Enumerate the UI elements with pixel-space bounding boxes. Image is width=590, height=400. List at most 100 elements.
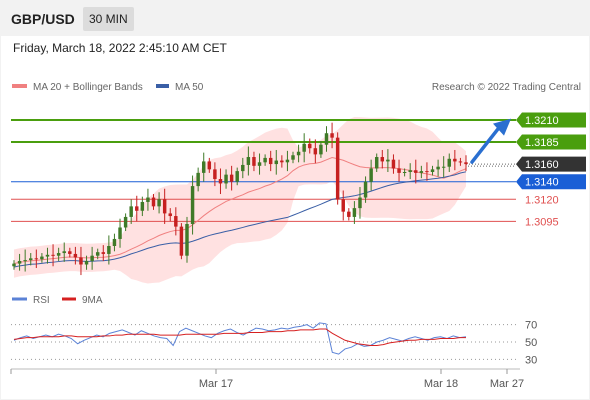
candle — [280, 155, 284, 168]
candle — [374, 153, 379, 172]
candle — [112, 233, 117, 252]
bollinger-band-area — [14, 117, 466, 284]
candle-body — [112, 238, 117, 246]
candle-body — [369, 168, 373, 182]
candle — [56, 247, 61, 261]
candle — [419, 165, 424, 179]
candle — [29, 253, 33, 266]
candle-body — [84, 260, 89, 265]
candle-body — [402, 172, 407, 173]
candle-body — [62, 251, 66, 254]
candle — [263, 154, 267, 166]
chart-panel — [1, 36, 589, 399]
candle — [252, 151, 256, 172]
candle-body — [447, 158, 451, 167]
candle — [313, 139, 318, 164]
x-tick-label: Mar 18 — [424, 378, 458, 390]
candle-body — [308, 143, 312, 149]
candle-body — [157, 199, 161, 207]
candle — [358, 186, 362, 219]
candle — [430, 165, 435, 176]
candle — [146, 188, 150, 211]
candlestick-series — [12, 122, 468, 276]
candle-body — [179, 226, 184, 256]
candle-body — [302, 143, 306, 152]
candle-body — [40, 256, 44, 260]
candle — [190, 175, 195, 235]
candle-body — [201, 161, 206, 173]
ma50-legend-label: MA 50 — [175, 82, 204, 93]
candle-body — [90, 255, 94, 261]
rsi-ma-legend-label: 9MA — [82, 295, 103, 306]
ma20-line — [13, 157, 467, 265]
candle-body — [79, 257, 83, 265]
candle — [268, 150, 273, 172]
candle-body — [341, 199, 345, 212]
candle-body — [374, 157, 379, 169]
candle — [73, 246, 78, 265]
candle-body — [17, 260, 22, 264]
candle — [352, 201, 357, 224]
candle-body — [358, 197, 362, 209]
candle — [319, 141, 323, 158]
candle — [213, 162, 217, 187]
candle-body — [280, 160, 284, 163]
candle — [95, 248, 100, 260]
candle — [135, 195, 139, 222]
candle-body — [34, 258, 39, 260]
candle — [224, 169, 228, 189]
candle — [453, 149, 457, 171]
candle-body — [425, 171, 429, 173]
candle — [140, 196, 145, 217]
candle — [246, 146, 251, 176]
candle — [458, 157, 463, 166]
candle-body — [151, 197, 156, 207]
candle-body — [397, 168, 401, 173]
candle-body — [296, 151, 301, 156]
candle-body — [414, 170, 418, 173]
candle — [34, 249, 39, 269]
level-label-1.3140: 1.3140 — [525, 177, 559, 189]
candle — [196, 167, 200, 192]
candle — [296, 144, 301, 163]
candle — [308, 138, 312, 154]
candle-body — [363, 181, 368, 198]
candle — [17, 253, 22, 271]
candle-body — [207, 161, 212, 170]
candle-body — [12, 263, 16, 267]
level-label-1.3095: 1.3095 — [525, 216, 559, 228]
forecast-arrow-shaft — [470, 125, 501, 164]
candle-body — [107, 246, 111, 254]
timeframe-button[interactable]: 30 MIN — [83, 7, 134, 31]
candle-body — [218, 179, 223, 184]
candle — [235, 167, 239, 186]
candle-body — [129, 206, 133, 217]
candle — [229, 165, 234, 191]
instrument-title: GBP/USD — [11, 11, 75, 27]
candle — [12, 260, 16, 270]
candle-body — [51, 254, 55, 256]
candle-body — [352, 208, 357, 217]
candle-body — [229, 174, 234, 182]
candle-body — [241, 164, 245, 172]
candle-body — [436, 166, 440, 170]
forecast-arrow — [468, 118, 516, 167]
candle — [207, 157, 212, 173]
candle-body — [453, 158, 457, 162]
level-label-1.3160: 1.3160 — [525, 159, 559, 171]
rsi-tick-50: 50 — [525, 337, 537, 349]
candle-body — [162, 199, 167, 214]
rsi-ma-line — [13, 328, 466, 346]
candle-body — [291, 155, 295, 160]
rsi-tick-70: 70 — [525, 320, 537, 332]
candle — [464, 155, 468, 172]
candle — [402, 168, 407, 177]
candle-body — [380, 157, 385, 162]
candle — [441, 156, 446, 178]
candle — [363, 176, 368, 203]
candle — [324, 126, 329, 152]
candle — [291, 151, 295, 164]
candle — [101, 245, 106, 261]
rsi-legend-label: RSI — [33, 295, 50, 306]
